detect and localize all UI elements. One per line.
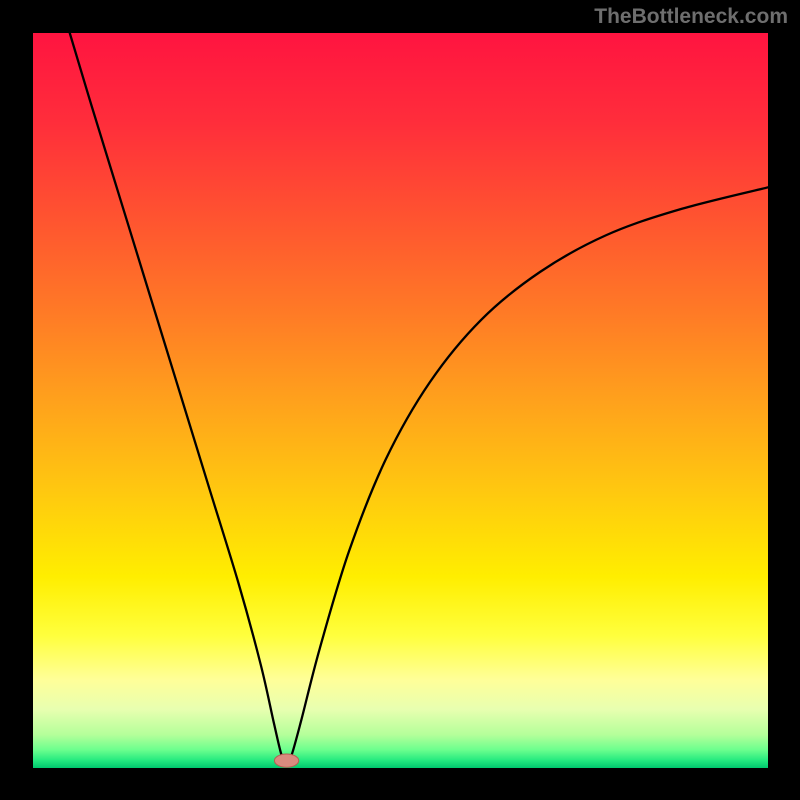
source-watermark: TheBottleneck.com bbox=[594, 5, 788, 29]
bottleneck-curve bbox=[70, 33, 768, 764]
minimum-marker bbox=[274, 754, 298, 767]
chart-container: TheBottleneck.com bbox=[0, 0, 800, 800]
curve-layer bbox=[33, 33, 768, 768]
plot-area bbox=[33, 33, 768, 768]
